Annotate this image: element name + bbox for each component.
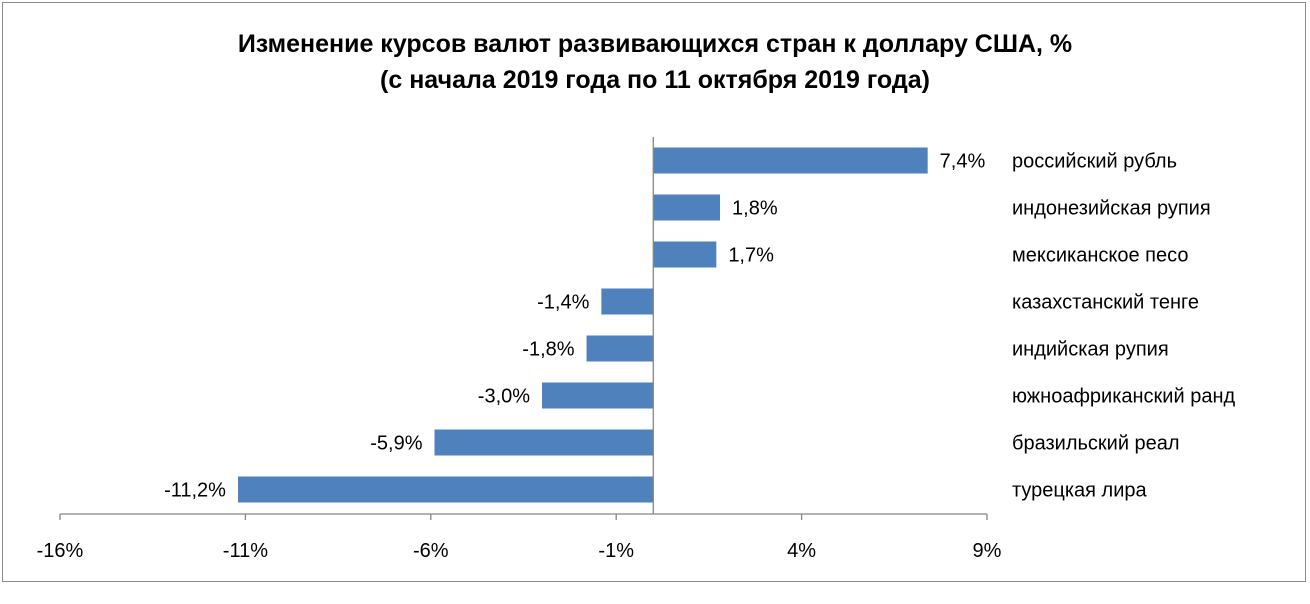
tick-labels-group: -16% -11% -6% -1% 4% 9% bbox=[37, 540, 1002, 562]
bar bbox=[237, 476, 654, 503]
data-label: -5,9% bbox=[370, 433, 422, 455]
category-label: турецкая лира bbox=[1012, 480, 1148, 502]
data-label: -1,8% bbox=[522, 339, 574, 361]
x-tick-label: 4% bbox=[787, 540, 816, 562]
category-label: индонезийская рупия bbox=[1012, 198, 1211, 220]
bar bbox=[601, 288, 654, 315]
data-label: 7,4% bbox=[940, 151, 986, 173]
category-label: казахстанский тенге bbox=[1012, 292, 1199, 314]
x-tick-label: 9% bbox=[973, 540, 1002, 562]
data-label: -11,2% bbox=[164, 480, 226, 502]
value-labels-group: 7,4% 1,8% 1,7% -1,4% -1,8% -3,0% -5,9% -11,2% bbox=[164, 151, 985, 502]
chart-title: Изменение курсов валют развивающихся стр… bbox=[237, 30, 1073, 58]
x-tick-label: -16% bbox=[37, 540, 84, 562]
data-label: 1,8% bbox=[732, 198, 778, 220]
bar bbox=[653, 147, 928, 174]
category-labels-group: российский рубль индонезийская рупия мекси… bbox=[1012, 151, 1235, 502]
x-tick-label: -11% bbox=[223, 540, 268, 562]
category-label: российский рубль bbox=[1012, 151, 1177, 173]
bar bbox=[434, 429, 654, 456]
data-label: 1,7% bbox=[728, 245, 774, 267]
chart-subtitle: (с начала 2019 года по 11 октября 2019 г… bbox=[380, 66, 930, 94]
data-label: -1,4% bbox=[537, 292, 589, 314]
category-label: бразильский реал bbox=[1012, 433, 1180, 455]
x-tick-label: -6% bbox=[413, 540, 449, 562]
chart-frame bbox=[2, 2, 1306, 582]
data-label: -3,0% bbox=[478, 386, 530, 408]
bar bbox=[653, 241, 717, 268]
bar bbox=[542, 382, 654, 409]
category-label: мексиканское песо bbox=[1012, 245, 1188, 267]
axes-group bbox=[59, 137, 988, 520]
category-label: южноафриканский ранд bbox=[1012, 386, 1235, 408]
bars-group bbox=[237, 147, 928, 503]
category-label: индийская рупия bbox=[1012, 339, 1169, 361]
x-tick-label: -1% bbox=[598, 540, 634, 562]
bar bbox=[653, 194, 721, 221]
bar bbox=[586, 335, 654, 362]
